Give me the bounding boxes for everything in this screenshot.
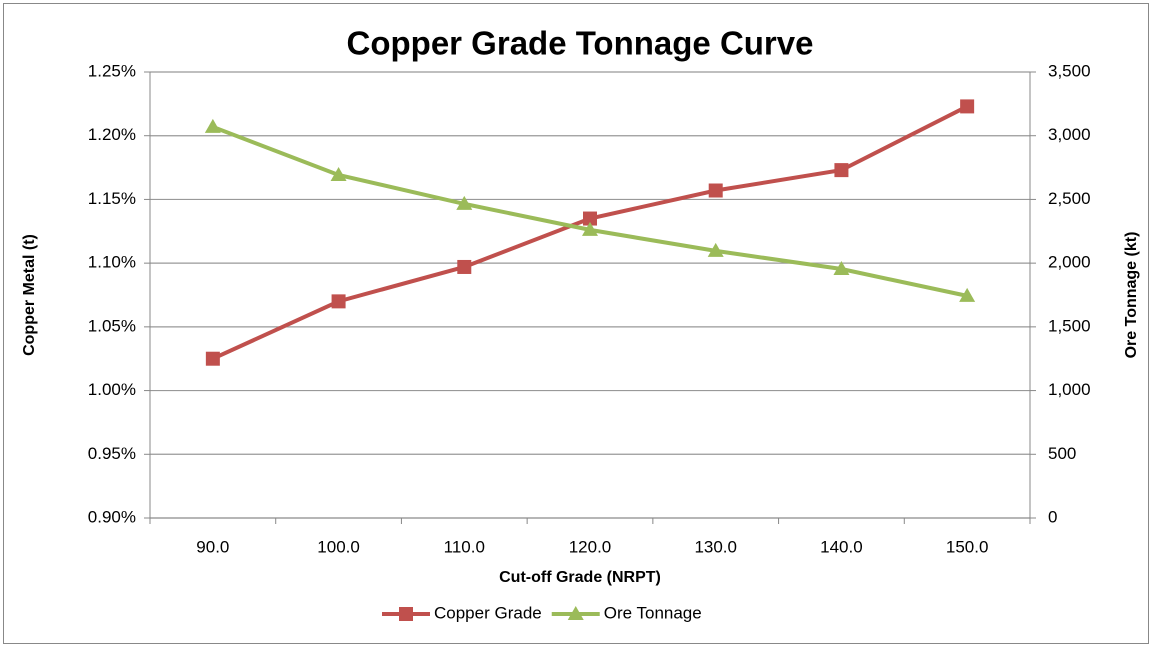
data-point [331, 294, 346, 309]
legend-marker [567, 606, 584, 620]
x-tick-label: 130.0 [694, 537, 737, 556]
data-point [582, 221, 598, 236]
y2-axis-title: Ore Tonnage (kt) [1123, 232, 1140, 359]
y-tick-label: 1.20% [88, 125, 136, 144]
y2-tick-label: 2,500 [1048, 189, 1091, 208]
x-tick-label: 110.0 [444, 537, 485, 556]
x-tick-label: 90.0 [196, 537, 229, 556]
y-tick-label: 1.10% [88, 253, 136, 272]
y2-tick-label: 3,000 [1048, 125, 1091, 144]
data-point [708, 183, 723, 198]
legend-label: Copper Grade [434, 603, 542, 622]
data-point [330, 166, 347, 181]
data-point [959, 287, 976, 302]
x-tick-label: 150.0 [946, 537, 989, 556]
data-point [960, 99, 975, 114]
x-tick-label: 100.0 [317, 537, 360, 556]
y2-tick-label: 500 [1048, 444, 1076, 463]
legend-label: Ore Tonnage [604, 603, 702, 622]
y2-tick-label: 1,000 [1048, 380, 1091, 399]
data-point [834, 163, 849, 178]
data-point [456, 195, 473, 210]
y-tick-label: 0.90% [88, 507, 136, 526]
y-tick-label: 1.05% [88, 316, 136, 335]
y-tick-label: 1.15% [88, 189, 136, 208]
data-point [205, 351, 220, 366]
data-point [583, 211, 597, 226]
chart-title: Copper Grade Tonnage Curve [347, 25, 814, 62]
x-axis-title: Cut-off Grade (NRPT) [499, 569, 661, 586]
y-tick-label: 1.25% [88, 61, 136, 80]
data-point [707, 242, 724, 257]
x-tick-label: 140.0 [820, 537, 863, 556]
data-point [204, 118, 221, 133]
data-point [833, 261, 850, 276]
y2-tick-label: 0 [1048, 507, 1057, 526]
y-tick-label: 1.00% [88, 380, 136, 399]
x-tick-label: 120.0 [569, 537, 612, 556]
y2-tick-label: 3,500 [1048, 61, 1091, 80]
y-axis-title: Copper Metal (t) [21, 234, 38, 356]
y2-tick-label: 1,500 [1048, 316, 1091, 335]
legend-marker [399, 607, 413, 621]
y2-tick-label: 2,000 [1048, 253, 1091, 272]
data-point [457, 259, 472, 274]
y-tick-label: 0.95% [88, 444, 136, 463]
